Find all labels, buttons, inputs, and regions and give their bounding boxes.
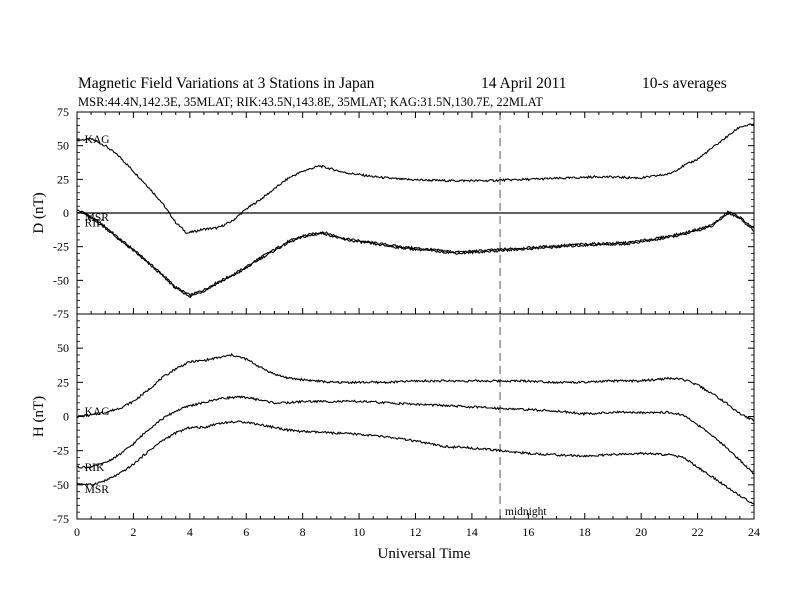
y-tick-label: -75	[53, 512, 69, 526]
figure-averaging: 10-s averages	[642, 75, 727, 92]
h-component-panel: 50 25 0 -25 -50 -75 H (nT) KAG RIK MSR	[31, 313, 755, 526]
y-tick-label: 50	[57, 139, 69, 153]
x-tick-label: 24	[748, 525, 760, 539]
y-tick-label: -25	[53, 444, 69, 458]
station-label-msr: MSR	[85, 484, 110, 496]
y-tick-label: 75	[57, 105, 69, 119]
x-tick-label: 0	[74, 525, 80, 539]
x-tick-label: 18	[579, 525, 591, 539]
station-label-kag: KAG	[85, 134, 110, 146]
x-tick-label: 12	[410, 525, 422, 539]
station-label-msr: MSR	[85, 212, 110, 224]
x-tick-label: 22	[692, 525, 704, 539]
y-tick-label: 50	[57, 341, 69, 355]
station-coordinates: MSR:44.4N,142.3E, 35MLAT; RIK:43.5N,143.…	[78, 95, 543, 109]
x-tick-label: 10	[353, 525, 365, 539]
y-tick-label: -25	[53, 240, 69, 254]
midnight-label: midnight	[505, 506, 547, 518]
figure-date: 14 April 2011	[481, 75, 567, 92]
x-tick-label: 14	[466, 525, 478, 539]
trace-rik	[76, 211, 755, 298]
x-tick-label: 6	[243, 525, 249, 539]
x-tick-label: 16	[522, 525, 534, 539]
y-tick-label: -75	[53, 307, 69, 321]
y-tick-label: -50	[53, 273, 69, 287]
station-label-rik: RIK	[85, 462, 106, 474]
y-tick-label: 0	[63, 410, 69, 424]
y-axis-title: H (nT)	[31, 396, 47, 437]
y-tick-label: 25	[57, 375, 69, 389]
y-tick-label: 25	[57, 172, 69, 186]
trace-kag	[76, 122, 755, 235]
x-tick-label: 8	[300, 525, 306, 539]
x-axis-title: Universal Time	[378, 546, 471, 562]
y-tick-label: 0	[63, 206, 69, 220]
figure-title: Magnetic Field Variations at 3 Stations …	[78, 75, 375, 92]
trace-kag	[77, 352, 755, 422]
trace-rik	[76, 395, 755, 475]
x-tick-label: 4	[187, 525, 193, 539]
y-tick-label: -50	[53, 478, 69, 492]
station-label-kag: KAG	[85, 406, 110, 418]
station-label-rik: RIK	[85, 217, 106, 229]
panel-frame	[76, 313, 755, 520]
x-tick-label: 20	[635, 525, 647, 539]
x-tick-label: 2	[130, 525, 136, 539]
x-axis: 0 2 4 6 8 10 12 14 16 18 20 22 24	[74, 112, 760, 539]
y-axis-title: D (nT)	[31, 192, 47, 233]
trace-msr	[76, 209, 755, 298]
trace-msr	[76, 420, 755, 505]
